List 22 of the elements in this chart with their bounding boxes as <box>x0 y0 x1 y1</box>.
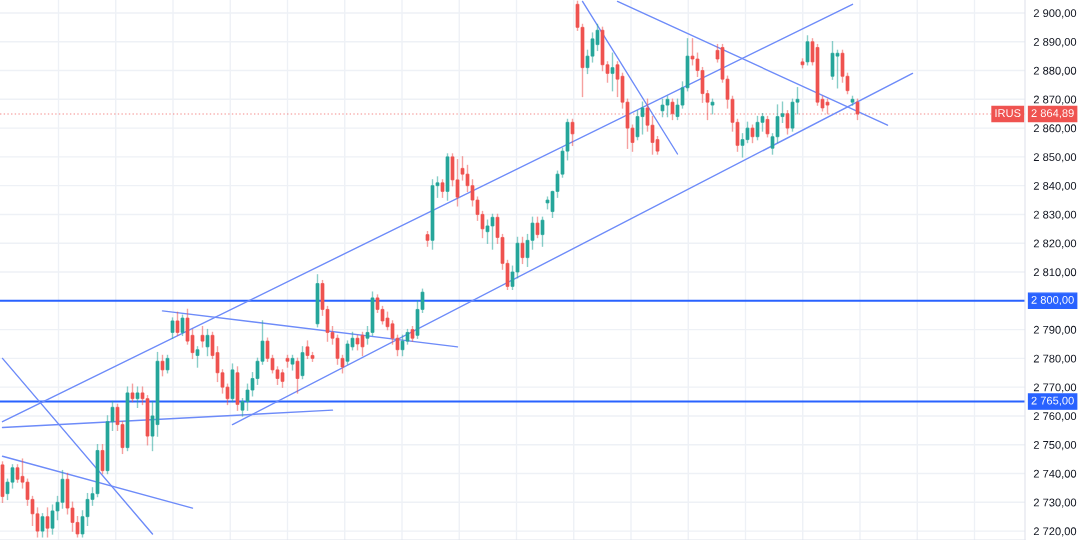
y-tick-label: 2 880,00 <box>1033 66 1077 76</box>
y-tick-label: 2 840,00 <box>1033 181 1077 192</box>
y-tick-label: 2 780,00 <box>1033 354 1077 364</box>
y-tick-label: 2 760,00 <box>1033 412 1077 422</box>
y-tick-label: 2 820,00 <box>1033 239 1077 249</box>
ref-line-label: 2 800,00 <box>1031 295 1074 306</box>
y-tick-label: 2 830,00 <box>1033 210 1077 220</box>
y-tick-label: 2 900,00 <box>1033 9 1077 19</box>
y-tick-label: 2 890,00 <box>1033 38 1077 48</box>
y-tick-label: 2 730,00 <box>1033 498 1077 508</box>
ref-line-label: 2 864,89 <box>1031 109 1074 119</box>
y-tick-label: 2 770,00 <box>1033 383 1077 393</box>
y-tick-label: 2 850,00 <box>1033 153 1077 163</box>
y-tick-label: 2 870,00 <box>1033 95 1077 105</box>
annotation: IRUS <box>995 109 1021 117</box>
y-tick-label: 2 750,00 <box>1033 440 1077 451</box>
y-tick-label: 2 810,00 <box>1033 268 1077 278</box>
ref-line-label: 2 765,00 <box>1031 396 1074 406</box>
y-tick-label: 2 740,00 <box>1033 469 1077 479</box>
y-tick-label: 2 790,00 <box>1033 325 1077 336</box>
y-tick-label: 2 720,00 <box>1033 527 1077 537</box>
y-tick-label: 2 860,00 <box>1033 124 1077 134</box>
